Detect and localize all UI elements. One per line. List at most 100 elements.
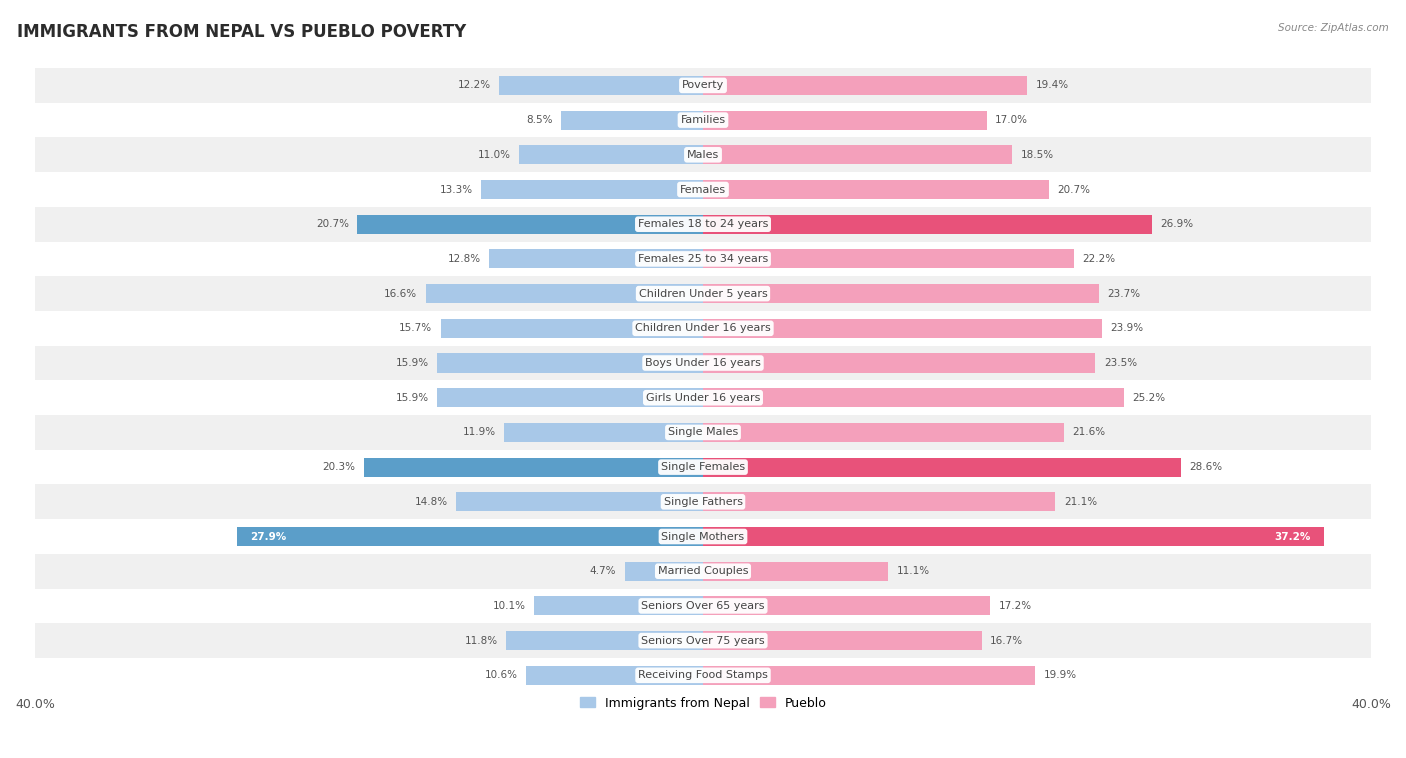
Text: 15.9%: 15.9% (396, 358, 429, 368)
Bar (441, 319, 703, 338)
Bar (703, 423, 1064, 442)
Text: Females: Females (681, 184, 725, 195)
Text: 8.5%: 8.5% (526, 115, 553, 125)
Bar (35, 381, 1371, 415)
Text: 12.2%: 12.2% (458, 80, 491, 90)
Text: 17.0%: 17.0% (995, 115, 1028, 125)
Bar (499, 76, 703, 95)
Text: 15.9%: 15.9% (396, 393, 429, 402)
Bar (489, 249, 703, 268)
Text: Children Under 5 years: Children Under 5 years (638, 289, 768, 299)
Text: 18.5%: 18.5% (1021, 150, 1053, 160)
Bar (437, 353, 703, 372)
Bar (35, 449, 1371, 484)
Text: 20.7%: 20.7% (316, 219, 349, 229)
Text: Seniors Over 75 years: Seniors Over 75 years (641, 636, 765, 646)
Bar (35, 68, 1371, 103)
Bar (437, 388, 703, 407)
Text: Poverty: Poverty (682, 80, 724, 90)
Text: Females 18 to 24 years: Females 18 to 24 years (638, 219, 768, 229)
Text: 13.3%: 13.3% (440, 184, 472, 195)
Bar (35, 242, 1371, 276)
Text: Single Mothers: Single Mothers (661, 531, 745, 541)
Bar (703, 111, 987, 130)
Bar (703, 319, 1102, 338)
Bar (703, 146, 1012, 164)
Bar (505, 423, 703, 442)
Bar (703, 180, 1049, 199)
Bar (35, 484, 1371, 519)
Bar (703, 353, 1095, 372)
Text: 26.9%: 26.9% (1160, 219, 1194, 229)
Bar (519, 146, 703, 164)
Text: 23.9%: 23.9% (1111, 324, 1143, 334)
Bar (35, 172, 1371, 207)
Text: Families: Families (681, 115, 725, 125)
Bar (35, 658, 1371, 693)
Text: 15.7%: 15.7% (399, 324, 433, 334)
Bar (357, 215, 703, 233)
Bar (703, 527, 1324, 546)
Bar (703, 562, 889, 581)
Text: 16.6%: 16.6% (384, 289, 418, 299)
Bar (534, 597, 703, 615)
Bar (703, 666, 1035, 685)
Bar (35, 588, 1371, 623)
Text: Single Fathers: Single Fathers (664, 496, 742, 507)
Text: 17.2%: 17.2% (998, 601, 1032, 611)
Bar (506, 631, 703, 650)
Text: Receiving Food Stamps: Receiving Food Stamps (638, 670, 768, 681)
Bar (703, 284, 1099, 303)
Text: Children Under 16 years: Children Under 16 years (636, 324, 770, 334)
Text: 21.1%: 21.1% (1064, 496, 1097, 507)
Bar (703, 597, 990, 615)
Text: Source: ZipAtlas.com: Source: ZipAtlas.com (1278, 23, 1389, 33)
Text: 10.1%: 10.1% (494, 601, 526, 611)
Text: 11.9%: 11.9% (463, 428, 496, 437)
Text: 19.9%: 19.9% (1043, 670, 1077, 681)
Bar (561, 111, 703, 130)
Text: 22.2%: 22.2% (1083, 254, 1115, 264)
Text: Single Females: Single Females (661, 462, 745, 472)
Bar (703, 388, 1123, 407)
Text: 21.6%: 21.6% (1073, 428, 1105, 437)
Bar (703, 215, 1153, 233)
Bar (238, 527, 703, 546)
Text: Seniors Over 65 years: Seniors Over 65 years (641, 601, 765, 611)
Text: 12.8%: 12.8% (447, 254, 481, 264)
Text: 27.9%: 27.9% (250, 531, 287, 541)
Bar (526, 666, 703, 685)
Bar (35, 207, 1371, 242)
Bar (35, 346, 1371, 381)
Bar (35, 554, 1371, 588)
Bar (35, 103, 1371, 137)
Text: 10.6%: 10.6% (485, 670, 517, 681)
Text: 16.7%: 16.7% (990, 636, 1024, 646)
Text: 20.7%: 20.7% (1057, 184, 1090, 195)
Bar (35, 415, 1371, 449)
Text: IMMIGRANTS FROM NEPAL VS PUEBLO POVERTY: IMMIGRANTS FROM NEPAL VS PUEBLO POVERTY (17, 23, 467, 41)
Legend: Immigrants from Nepal, Pueblo: Immigrants from Nepal, Pueblo (575, 691, 831, 715)
Bar (703, 631, 981, 650)
Bar (364, 458, 703, 477)
Text: Girls Under 16 years: Girls Under 16 years (645, 393, 761, 402)
Bar (426, 284, 703, 303)
Bar (703, 458, 1181, 477)
Text: 11.8%: 11.8% (464, 636, 498, 646)
Text: 4.7%: 4.7% (589, 566, 616, 576)
Text: 14.8%: 14.8% (415, 496, 447, 507)
Text: 37.2%: 37.2% (1275, 531, 1310, 541)
Text: 11.0%: 11.0% (478, 150, 510, 160)
Bar (624, 562, 703, 581)
Bar (703, 492, 1056, 512)
Text: Married Couples: Married Couples (658, 566, 748, 576)
Text: 20.3%: 20.3% (322, 462, 356, 472)
Text: 11.1%: 11.1% (897, 566, 929, 576)
Text: Males: Males (688, 150, 718, 160)
Text: 28.6%: 28.6% (1189, 462, 1222, 472)
Bar (35, 137, 1371, 172)
Text: 25.2%: 25.2% (1132, 393, 1166, 402)
Bar (703, 249, 1074, 268)
Bar (35, 623, 1371, 658)
Text: 23.5%: 23.5% (1104, 358, 1137, 368)
